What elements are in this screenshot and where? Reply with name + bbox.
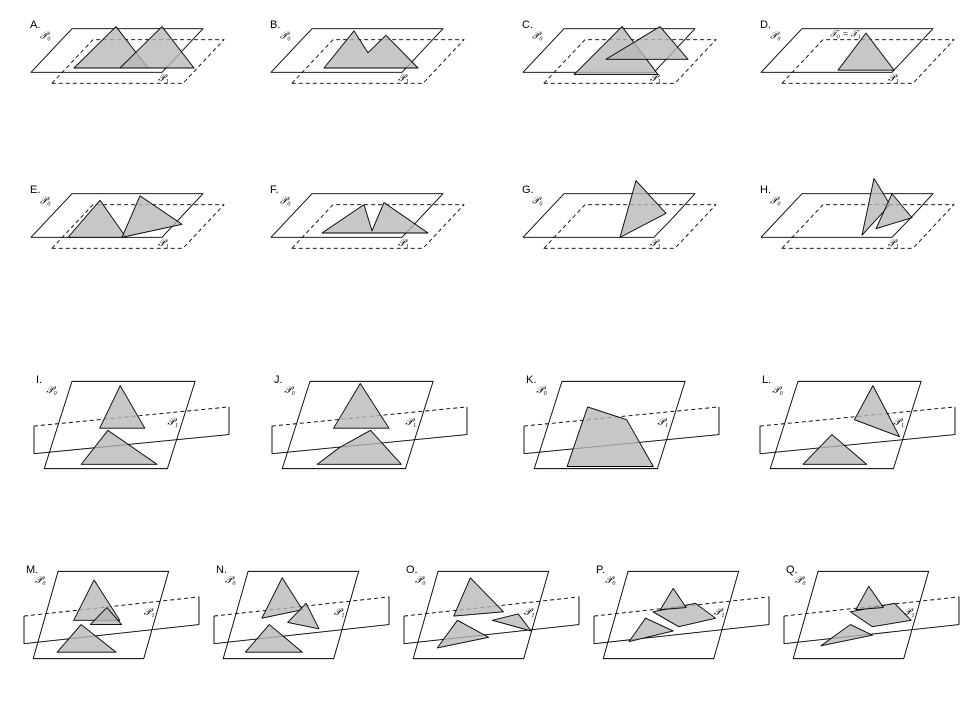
panel-F: F.𝒫₀ 𝒫₁ [270,184,464,249]
panel-C: C.𝒫₀𝒫₁ [522,19,716,84]
svg-text:𝒫₀: 𝒫₀ [770,196,781,207]
svg-text:𝒫₁: 𝒫₁ [888,238,899,249]
svg-text:𝒫₀: 𝒫₀ [40,31,51,42]
svg-text:𝒫₀: 𝒫₀ [46,385,57,396]
svg-text:K.: K. [526,374,536,386]
panel-L: L.𝒫₀ 𝒫₁ [760,374,955,469]
svg-text:P.: P. [596,564,605,576]
svg-text:𝒫₀: 𝒫₀ [536,385,547,396]
panel-N: N.𝒫₀𝒫₁ [214,564,389,659]
svg-text:𝒫₁: 𝒫₁ [167,417,178,428]
panel-O: O.𝒫₀𝒫₁ [404,564,579,659]
svg-text:F.: F. [270,184,279,196]
svg-text:𝒫₁: 𝒫₁ [398,73,409,84]
svg-text:𝒫₀: 𝒫₀ [280,31,291,42]
svg-text:D.: D. [760,19,771,31]
svg-text:𝒫₀: 𝒫₀ [770,31,781,42]
panel-D: D.𝒫₀ 𝒫₁ 𝒯₀ = 𝒯₁ [760,19,954,84]
svg-text:𝒫₁: 𝒫₁ [405,417,416,428]
svg-text:A.: A. [30,19,40,31]
svg-text:𝒫₁: 𝒫₁ [144,607,155,618]
panel-J: J.𝒫₀ 𝒫₁ [272,374,467,469]
svg-text:𝒫₀: 𝒫₀ [532,196,543,207]
svg-text:𝒫₀: 𝒫₀ [532,31,543,42]
svg-text:𝒫₁: 𝒫₁ [524,607,535,618]
svg-text:𝒫₁: 𝒫₁ [398,238,409,249]
svg-text:𝒫₀: 𝒫₀ [284,385,295,396]
figure: A.𝒫₀𝒫₁B.𝒫₀𝒫₁C.𝒫₀𝒫₁D.𝒫₀𝒫₁𝒯₀ = 𝒯₁E.𝒫₀𝒫₁F.𝒫… [0,0,974,712]
svg-text:C.: C. [522,19,533,31]
svg-text:𝒫₀: 𝒫₀ [605,575,616,586]
panel-K: K.𝒫₀ 𝒫₁ [524,374,719,469]
svg-text:𝒫₀: 𝒫₀ [280,196,291,207]
panel-H: H.𝒫₀ 𝒫₁ [760,178,954,249]
svg-text:𝒫₁: 𝒫₁ [714,607,725,618]
svg-text:𝒫₀: 𝒫₀ [40,196,51,207]
panel-Q: Q.𝒫₀𝒫₁ [784,564,959,659]
svg-text:𝒫₀: 𝒫₀ [772,385,783,396]
svg-text:𝒫₁: 𝒫₁ [650,238,661,249]
svg-text:J.: J. [274,374,283,386]
svg-text:𝒫₁: 𝒫₁ [893,417,904,428]
svg-text:𝒫₀: 𝒫₀ [415,575,426,586]
svg-text:𝒫₀: 𝒫₀ [225,575,236,586]
panel-P: P.𝒫₀ 𝒫₁ [594,564,769,659]
panel-B: B.𝒫₀ 𝒫₁ [270,19,464,84]
panel-M: M.𝒫₀𝒫₁ [24,564,199,659]
svg-text:L.: L. [762,374,771,386]
panel-I: I. 𝒫₀ 𝒫₁ [34,374,229,469]
svg-text:𝒫₁: 𝒫₁ [657,417,668,428]
svg-text:I.: I. [36,374,42,386]
svg-text:H.: H. [760,184,771,196]
label-t0-eq-t1: 𝒯₀ = 𝒯₁ [830,28,861,38]
svg-text:B.: B. [270,19,280,31]
svg-text:𝒫₁: 𝒫₁ [888,73,899,84]
svg-text:𝒫₁: 𝒫₁ [334,607,345,618]
panel-E: E.𝒫₀ 𝒫₁ [30,184,224,249]
svg-text:G.: G. [522,184,534,196]
panel-A: A.𝒫₀ 𝒫₁ [30,19,224,84]
panel-G: G.𝒫₀ 𝒫₁ [522,181,716,249]
svg-text:𝒫₁: 𝒫₁ [158,73,169,84]
svg-text:𝒫₁: 𝒫₁ [158,238,169,249]
svg-text:𝒫₀: 𝒫₀ [795,575,806,586]
svg-text:E.: E. [30,184,40,196]
svg-text:𝒫₀: 𝒫₀ [35,575,46,586]
